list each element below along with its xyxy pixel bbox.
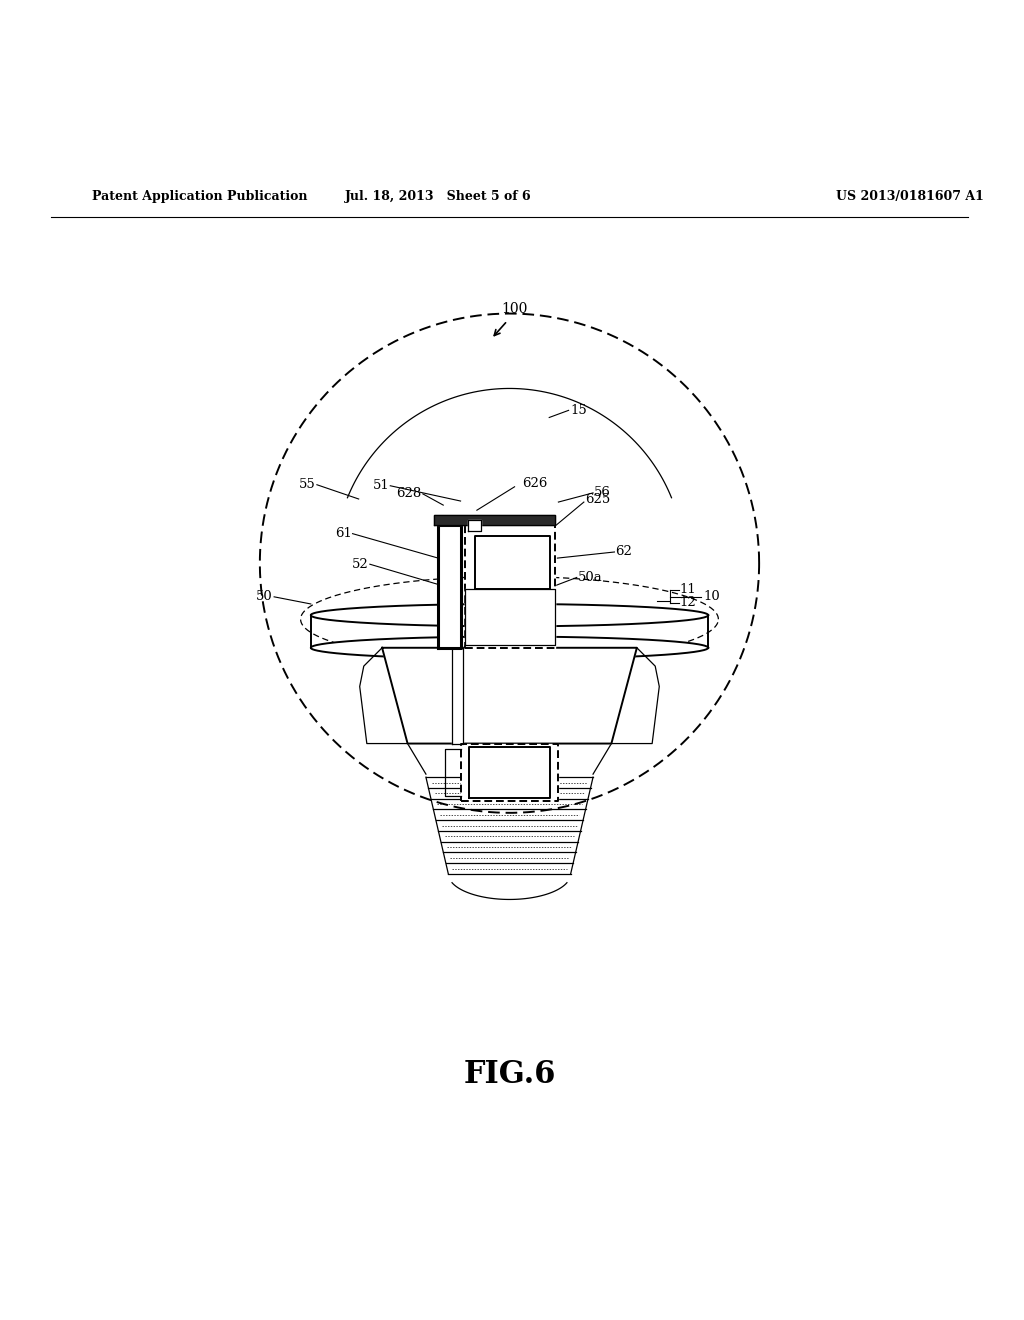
Text: 100: 100 [502,301,527,315]
Polygon shape [468,520,481,531]
Text: Patent Application Publication: Patent Application Publication [92,190,307,203]
Polygon shape [475,536,550,589]
Polygon shape [434,515,555,525]
Text: 62: 62 [615,545,633,558]
Text: US 2013/0181607 A1: US 2013/0181607 A1 [836,190,983,203]
Text: 56: 56 [594,486,611,499]
Text: 625: 625 [585,492,610,506]
Text: 51: 51 [373,479,389,492]
Text: 11: 11 [680,583,696,597]
Text: FIG.6: FIG.6 [463,1059,556,1090]
Polygon shape [382,648,637,743]
Polygon shape [469,747,550,797]
Polygon shape [465,525,555,648]
Text: 628: 628 [396,487,422,500]
Polygon shape [465,589,555,644]
Text: 15: 15 [570,404,588,417]
Text: 61: 61 [335,527,351,540]
Text: 50a: 50a [578,572,602,583]
Polygon shape [438,525,461,648]
Polygon shape [461,743,558,801]
Text: 52: 52 [352,558,369,570]
Text: 55: 55 [299,478,315,491]
Polygon shape [311,605,709,627]
Text: 12: 12 [680,597,696,610]
Polygon shape [311,636,709,659]
Polygon shape [453,648,463,743]
Text: 627: 627 [500,593,525,606]
Text: 10: 10 [703,590,720,603]
Text: 50: 50 [256,590,273,603]
Text: 626: 626 [522,478,548,490]
Text: Jul. 18, 2013   Sheet 5 of 6: Jul. 18, 2013 Sheet 5 of 6 [345,190,531,203]
